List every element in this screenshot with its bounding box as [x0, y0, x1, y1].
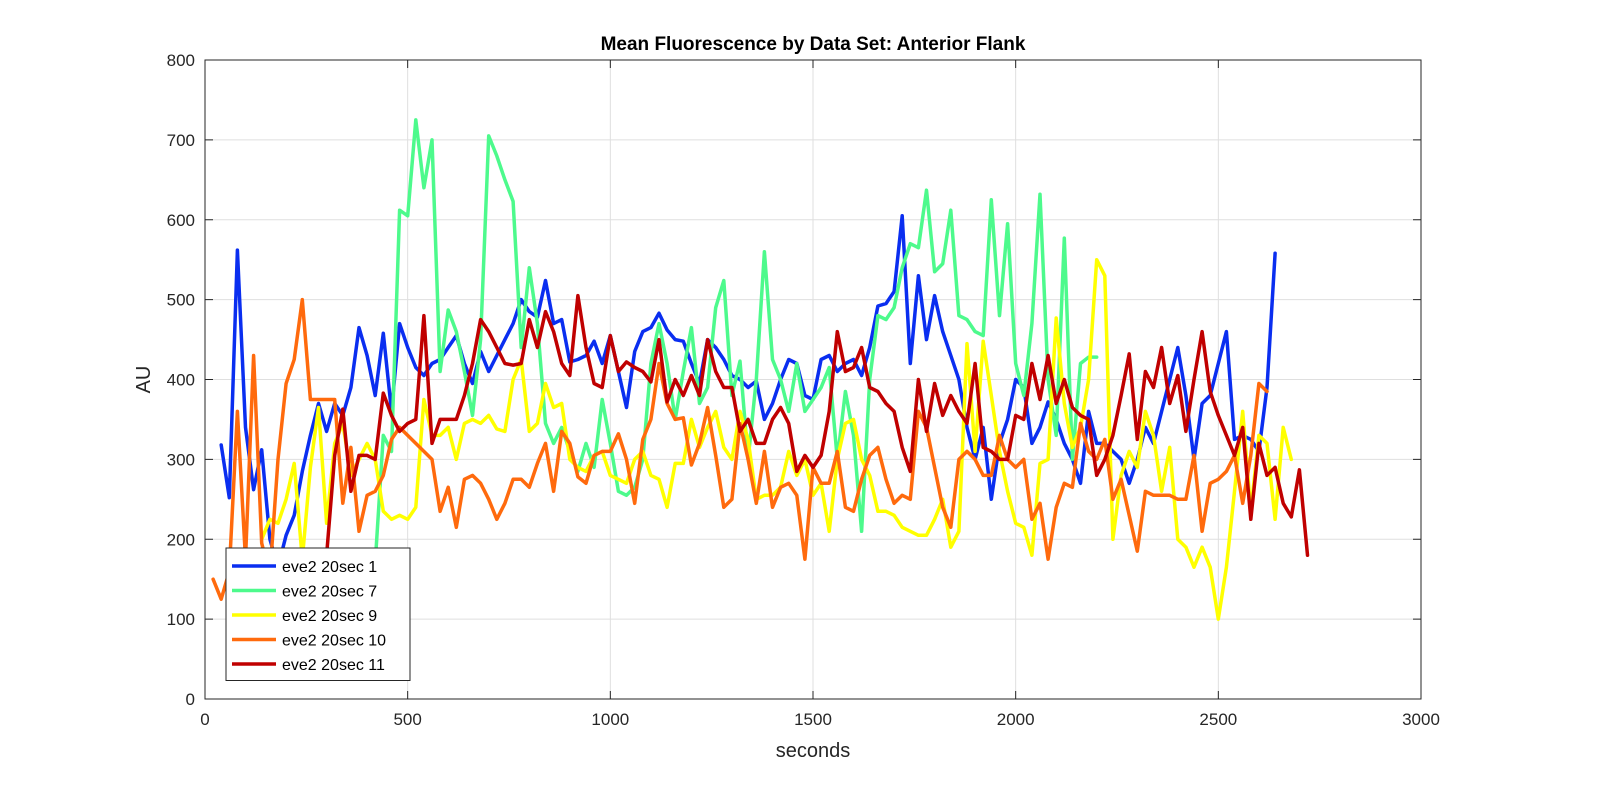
y-tick-label: 400: [167, 371, 195, 390]
x-tick-label: 2000: [997, 710, 1035, 729]
series-lines: [211, 118, 1310, 621]
x-tick-label: 500: [393, 710, 421, 729]
chart-title: Mean Fluorescence by Data Set: Anterior …: [601, 34, 1026, 55]
axis-ticks: 0 500 1000 1500 2000 2500 3000 0 100 200 300 400 500…: [167, 51, 1440, 729]
legend-label: eve2 20sec 10: [282, 633, 386, 650]
x-tick-label: 2500: [1199, 710, 1237, 729]
y-tick-label: 500: [167, 291, 195, 310]
y-tick-label: 600: [167, 211, 195, 230]
y-tick-label: 200: [167, 530, 195, 549]
legend-label: eve2 20sec 7: [282, 584, 377, 601]
series-line-eve2-20sec-1: [219, 214, 1277, 569]
legend-label: eve2 20sec 11: [282, 657, 385, 674]
y-tick-label: 300: [167, 450, 195, 469]
y-tick-label: 700: [167, 131, 195, 150]
y-tick-label: 0: [186, 690, 195, 709]
series-line-eve2-20sec-11: [324, 293, 1310, 557]
x-axis-label: seconds: [776, 740, 851, 762]
y-tick-label: 800: [167, 51, 195, 70]
series-line-eve2-20sec-7: [373, 118, 1099, 565]
x-tick-label: 0: [200, 710, 209, 729]
y-tick-label: 100: [167, 610, 195, 629]
legend: eve2 20sec 1 eve2 20sec 7 eve2 20sec 9 eve2…: [225, 547, 411, 681]
x-tick-label: 1000: [591, 710, 629, 729]
legend-label: eve2 20sec 9: [282, 608, 377, 625]
x-tick-label: 3000: [1402, 710, 1440, 729]
legend-label: eve2 20sec 1: [282, 559, 377, 576]
y-axis-label: AU: [133, 366, 155, 394]
x-tick-label: 1500: [794, 710, 832, 729]
